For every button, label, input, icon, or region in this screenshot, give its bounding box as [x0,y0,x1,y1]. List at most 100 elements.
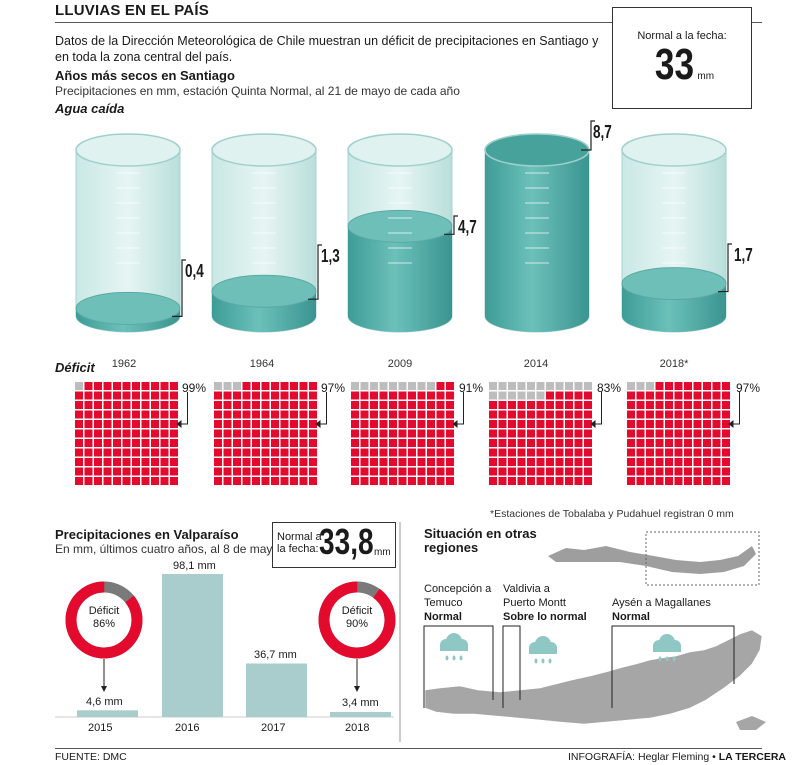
grid-cell-red [132,448,140,457]
grid-cell-red [536,410,545,419]
grid-cell-red [170,401,178,409]
grid-cell-red [655,429,664,438]
grid-cell-red [408,420,416,428]
grid-cell-red [427,439,435,447]
grid-cell-red [527,401,535,409]
grid-cell-red [214,391,222,400]
grid-cell-gray [351,382,359,390]
zone-aysen: Aysén a Magallanes Normal [612,596,711,624]
grid-cell-red [517,401,526,409]
grid-cell-red [508,467,516,476]
grid-cell-red [684,458,692,466]
grid-cell-red [646,401,654,409]
grid-cell-red [627,458,635,466]
rain-drop [452,655,456,661]
grid-cell-red [370,458,378,466]
grid-cell-red [636,448,645,457]
grid-cell-red [446,382,454,390]
grid-cell-red [261,410,270,419]
grid-cell-red [684,401,692,409]
grid-cell-red [351,477,359,485]
grid-cell-red [389,448,397,457]
grid-cell-red [536,458,545,466]
grid-cell-red [370,429,378,438]
grid-cell-red [436,458,445,466]
valpo-year-2015: 2015 [88,722,113,734]
grid-cell-red [103,439,112,447]
grid-cell-red [261,401,270,409]
grid-cell-red [299,420,308,428]
rain-cloud-icon [440,633,468,661]
valpo-bar-2015 [77,710,138,717]
grid-cell-red [684,467,692,476]
grid-cell-red [636,477,645,485]
zoom-box [645,531,760,586]
grid-cell-red [280,458,289,466]
grid-cell-red [546,410,554,419]
grid-cell-gray [555,382,564,390]
rain-drop [672,656,676,662]
valpo-bar-2018 [330,712,391,717]
grid-cell-red [517,439,526,447]
deficit-arrowhead-1964 [315,420,321,428]
grid-cell-red [252,467,260,476]
deficit-arrowhead-2014 [590,420,596,428]
grid-cell-red [655,420,664,428]
grid-cell-red [703,429,711,438]
grid-cell-red [223,401,232,409]
grid-cell-red [436,410,445,419]
grid-cell-red [113,477,121,485]
grid-cell-gray [508,382,516,390]
valpo-bar-2017 [246,663,307,717]
grid-cell-red [214,401,222,409]
grid-cell-red [151,458,159,466]
grid-cell-red [170,429,178,438]
grid-cell-red [309,401,317,409]
south-chile-map [423,625,766,730]
grid-cell-red [389,439,397,447]
grid-cell-red [574,458,583,466]
grid-cell-red [75,448,83,457]
footer-brand: LA TERCERA [718,751,787,763]
grid-cell-red [261,391,270,400]
grid-cell-red [141,391,150,400]
donut-arrowhead [354,686,360,692]
grid-cell-red [684,410,692,419]
grid-cell-red [132,477,140,485]
grid-cell-red [674,382,683,390]
grid-cell-red [722,429,730,438]
grid-cell-red [242,439,251,447]
value-label-1964: 1,3 [321,246,340,266]
grid-cell-red [379,429,388,438]
value-label-2014: 8,7 [593,122,612,142]
grid-cell-red [555,477,564,485]
grid-cell-red [655,439,664,447]
deficit-pct-1962: 99% [182,381,207,395]
grid-cell-red [252,420,260,428]
cloud-part [653,646,681,652]
grid-cell-red [417,420,426,428]
grid-cell-red [122,420,131,428]
grid-cell-red [75,410,83,419]
grid-cell-red [427,429,435,438]
grid-cell-red [242,448,251,457]
grid-cell-red [427,391,435,400]
grid-cell-red [94,391,102,400]
grid-cell-red [261,439,270,447]
grid-cell-red [370,410,378,419]
zone-valdivia-status: Sobre lo normal [503,611,587,623]
grid-cell-red [408,391,416,400]
grid-cell-red [655,410,664,419]
grid-cell-red [722,391,730,400]
stations-note: *Estaciones de Tobalaba y Pudahuel regis… [490,508,734,520]
deficit-grid-1962 [75,382,188,485]
grid-cell-red [712,401,721,409]
cylinder-water-2014 [485,150,589,332]
grid-cell-red [436,401,445,409]
grid-cell-red [223,467,232,476]
grid-cell-red [674,401,683,409]
grid-cell-red [684,477,692,485]
grid-cell-gray [517,382,526,390]
grid-cell-red [627,429,635,438]
